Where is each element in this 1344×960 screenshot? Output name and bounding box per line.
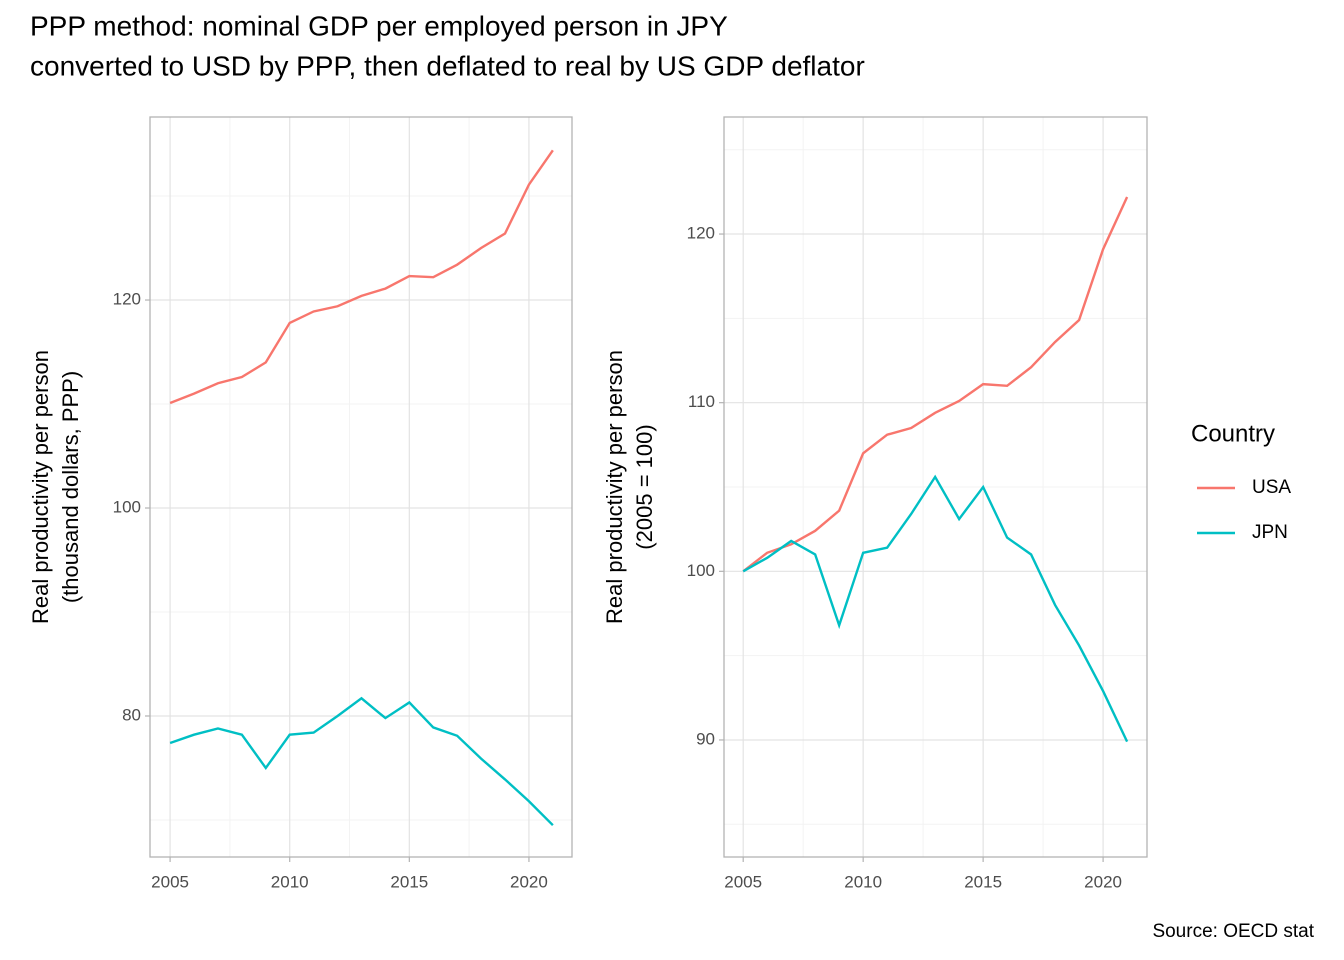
panel-border <box>149 116 573 858</box>
title-line: PPP method: nominal GDP per employed per… <box>30 10 728 41</box>
y-tick-label: 110 <box>688 392 715 411</box>
y-axis-title: (2005 = 100) <box>632 424 657 549</box>
legend-label: JPN <box>1252 522 1288 543</box>
y-axis-title: Real productivity per person <box>28 350 53 624</box>
x-tick-label: 2015 <box>390 872 428 891</box>
y-tick-label: 80 <box>122 705 141 724</box>
caption: Source: OECD stat <box>1152 921 1314 942</box>
y-tick-label: 90 <box>696 729 715 748</box>
x-tick-label: 2015 <box>964 872 1002 891</box>
title-line: converted to USD by PPP, then deflated t… <box>30 50 865 81</box>
x-tick-label: 2010 <box>844 872 882 891</box>
y-tick-label: 120 <box>113 290 141 309</box>
legend-label: USA <box>1252 477 1291 498</box>
data-line <box>742 474 1129 743</box>
data-line <box>742 196 1129 573</box>
x-tick-label: 2020 <box>510 872 548 891</box>
y-axis-title: (thousand dollars, PPP) <box>58 371 83 603</box>
data-line <box>169 696 554 827</box>
panel-border <box>723 116 1148 858</box>
x-tick-label: 2005 <box>724 872 762 891</box>
data-line <box>169 149 554 405</box>
x-tick-label: 2020 <box>1084 872 1122 891</box>
y-axis-title: Real productivity per person <box>602 350 627 624</box>
legend-title: Country <box>1191 420 1275 447</box>
y-tick-label: 120 <box>687 224 715 243</box>
y-tick-label: 100 <box>687 561 715 580</box>
x-tick-label: 2005 <box>151 872 189 891</box>
y-tick-label: 100 <box>113 497 141 516</box>
x-tick-label: 2010 <box>271 872 309 891</box>
